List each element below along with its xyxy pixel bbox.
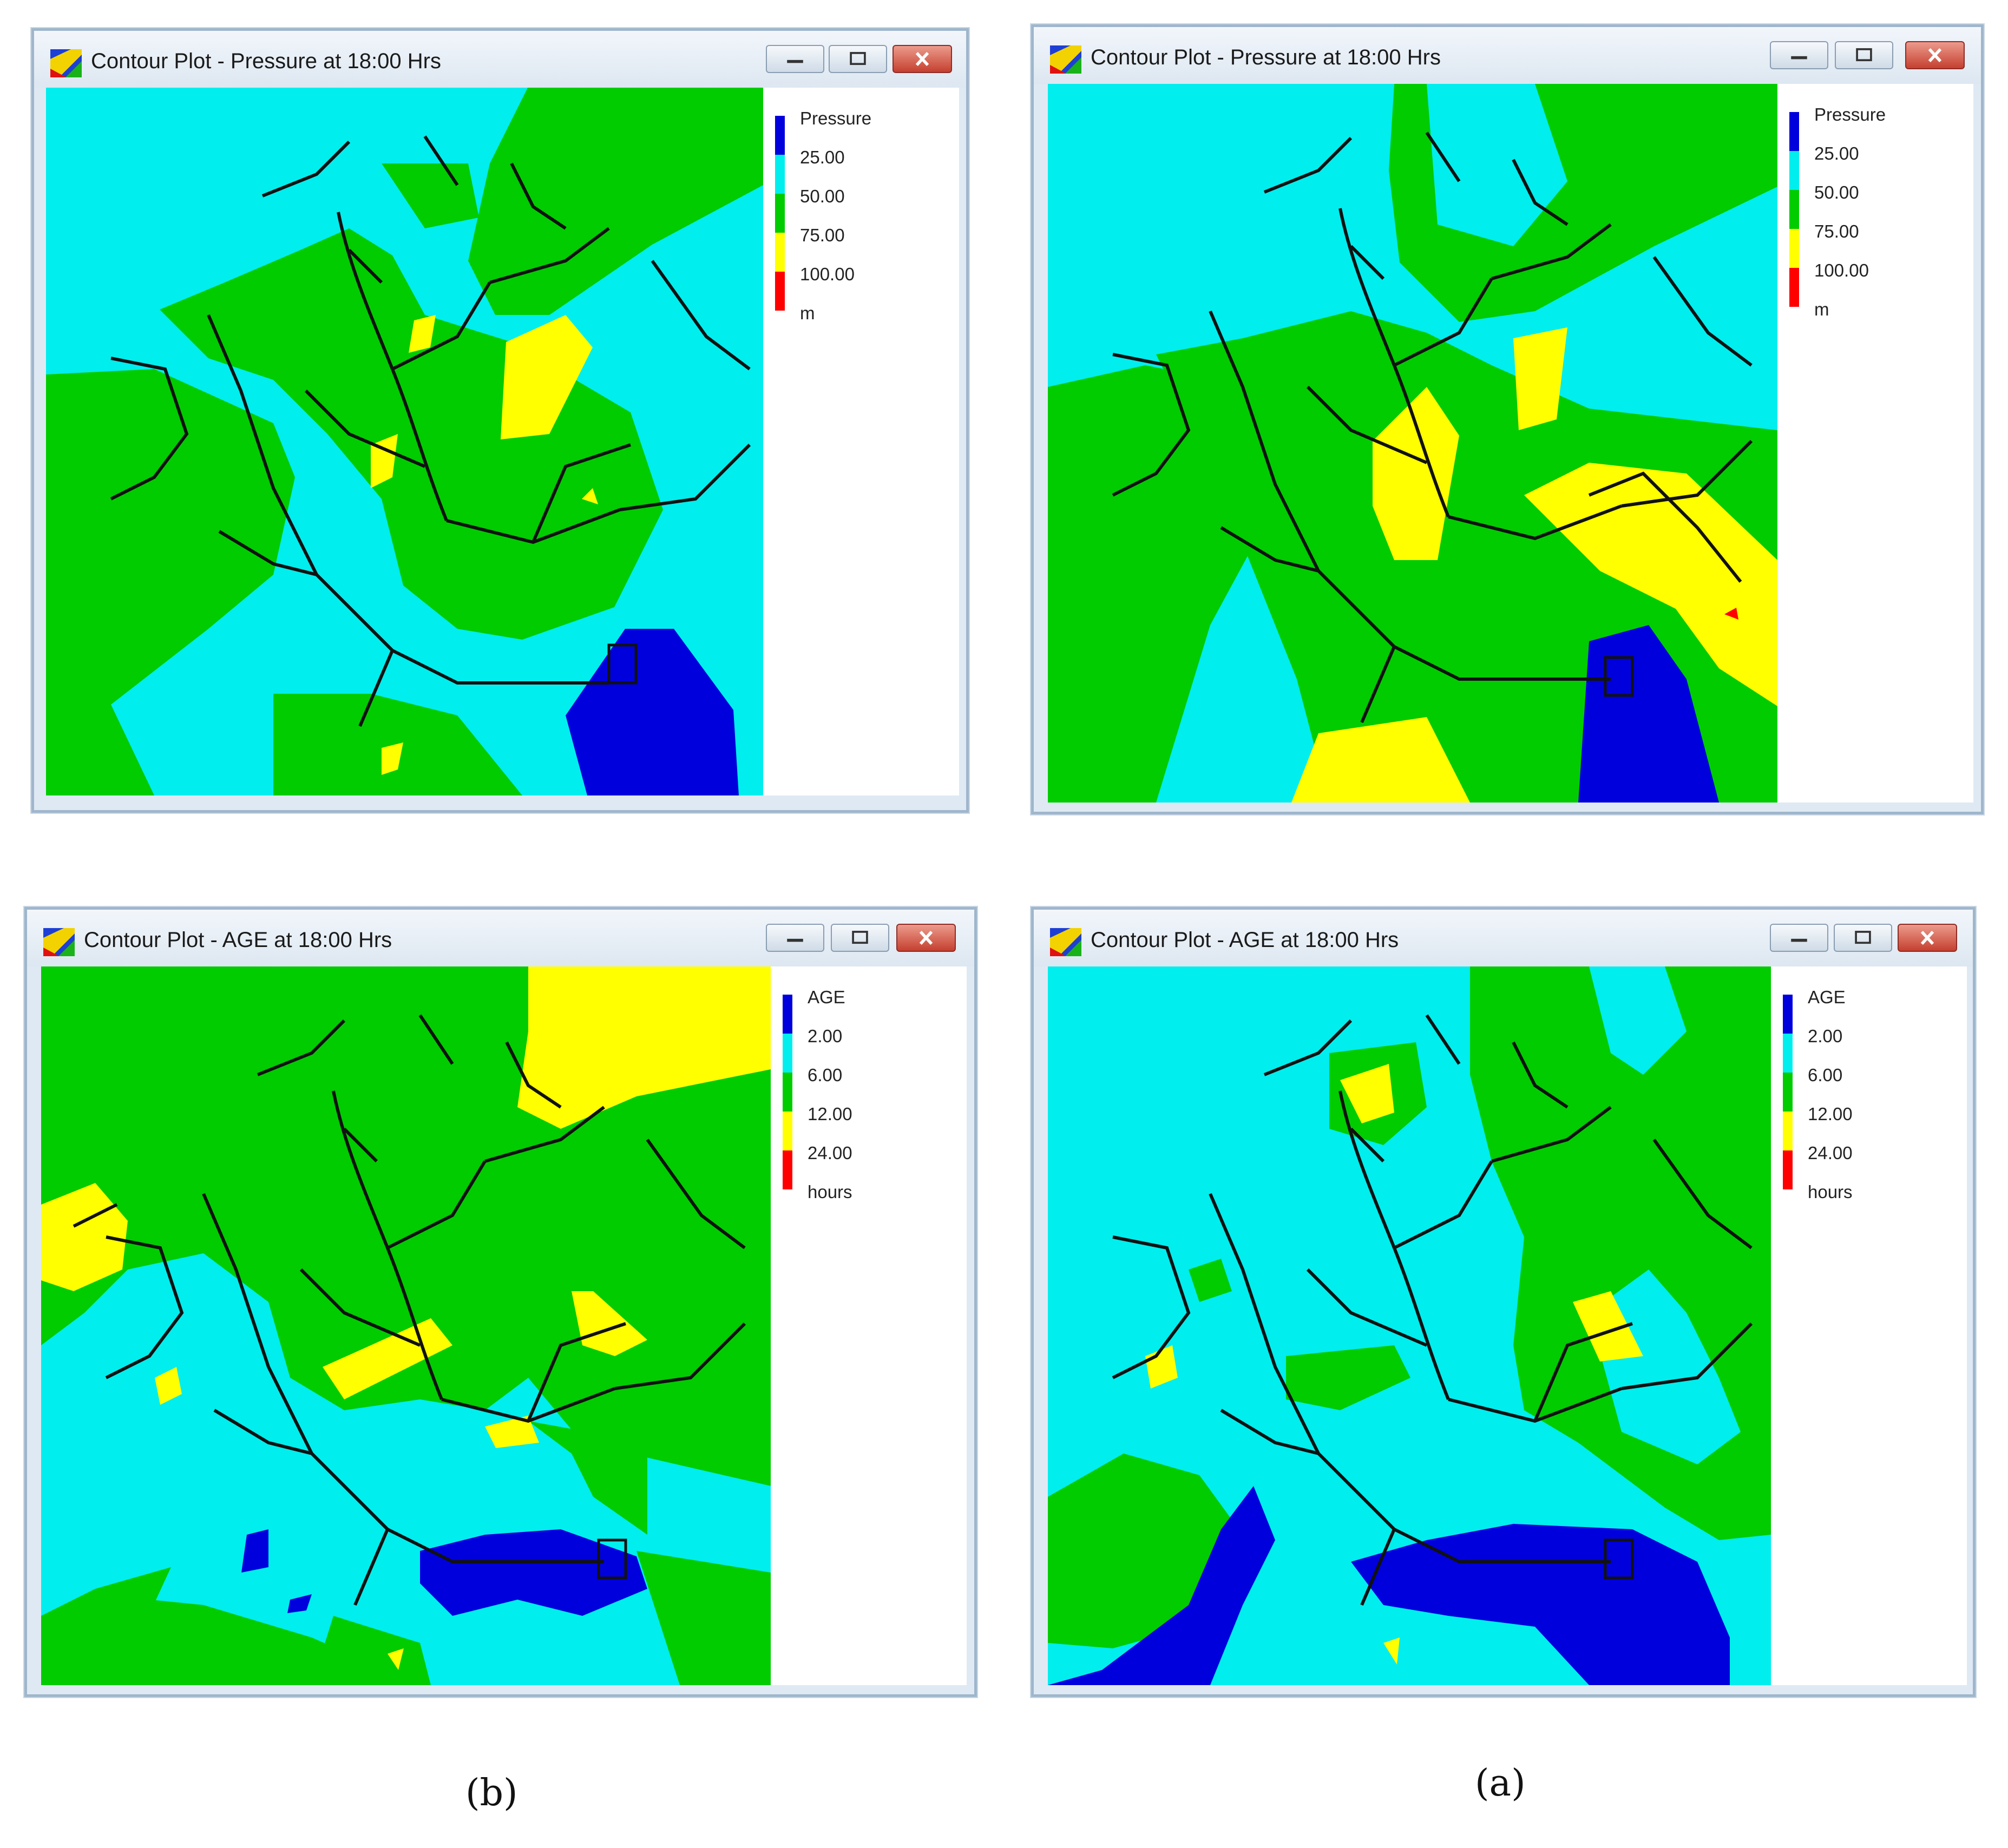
legend-value: 25.00 [800,147,845,167]
maximize-button[interactable] [1834,924,1892,952]
minimize-button[interactable] [1770,924,1828,952]
legend-value: 25.00 [1814,143,1859,163]
window-title: Contour Plot - Pressure at 18:00 Hrs [91,49,441,73]
legend-title: AGE [1808,987,1846,1007]
minimize-icon [787,60,803,63]
close-button[interactable] [896,924,956,952]
legend-value: 24.00 [1808,1143,1853,1163]
legend-value: 2.00 [1808,1026,1843,1046]
close-button[interactable] [893,45,952,73]
legend-swatch-4 [1789,229,1799,268]
legend-swatch-5 [1783,1150,1793,1189]
legend-title: Pressure [800,108,872,128]
restore-icon [852,931,868,944]
legend-value: 2.00 [808,1026,843,1046]
legend-value: 100.00 [800,264,855,284]
legend-unit: hours [808,1182,852,1202]
restore-icon [1855,931,1871,944]
title-bar[interactable]: Contour Plot - Pressure at 18:00 Hrs [1034,27,1981,84]
contour-window-age-b[interactable]: Contour Plot - AGE at 18:00 Hrs [24,907,977,1697]
legend-swatch-4 [783,1112,792,1150]
legend: Pressure 25.00 50.00 75.00 100.00 m [763,88,959,795]
legend-swatch-5 [1789,268,1799,307]
contour-window-pressure-b[interactable]: Contour Plot - Pressure at 18:00 Hrs Pre… [31,28,969,813]
caption-left: (b) [465,1772,518,1814]
window-title: Contour Plot - Pressure at 18:00 Hrs [1091,45,1441,69]
legend-swatch-3 [775,194,785,233]
legend-swatch-2 [783,1034,792,1073]
legend: Pressure 25.00 50.00 75.00 100.00 m [1777,84,1973,803]
legend: AGE 2.00 6.00 12.00 24.00 hours [771,966,967,1685]
legend-swatch-2 [1783,1034,1793,1073]
epanet-app-icon [43,928,75,956]
caption-right: (a) [1475,1762,1526,1805]
contour-window-age-a[interactable]: Contour Plot - AGE at 18:00 Hrs [1031,907,1976,1697]
title-bar[interactable]: Contour Plot - AGE at 18:00 Hrs [27,910,974,966]
maximize-button[interactable] [831,924,889,952]
legend-value: 100.00 [1814,260,1869,280]
legend-swatch-1 [1783,995,1793,1034]
close-icon [915,52,929,66]
legend-swatch-3 [1789,190,1799,229]
legend-swatch-3 [783,1073,792,1112]
legend-swatch-4 [775,233,785,272]
legend-value: 50.00 [800,186,845,206]
epanet-app-icon [1050,45,1081,74]
close-icon [1920,931,1934,945]
minimize-icon [1791,938,1807,942]
legend-swatch-1 [783,995,792,1034]
legend-swatch-4 [1783,1112,1793,1150]
legend-unit: m [800,303,815,323]
legend-swatch-1 [1789,112,1799,151]
minimize-icon [787,938,803,942]
minimize-button[interactable] [766,924,824,952]
legend-swatch-1 [775,116,785,155]
legend-value: 75.00 [1814,221,1859,241]
legend-value: 6.00 [1808,1065,1843,1085]
contour-map-svg [41,966,771,1685]
contour-map[interactable] [41,966,771,1685]
legend-value: 12.00 [1808,1104,1853,1124]
maximize-button[interactable] [829,45,887,73]
contour-map-svg [1048,966,1771,1685]
window-title: Contour Plot - AGE at 18:00 Hrs [84,928,392,952]
legend-value: 50.00 [1814,182,1859,202]
legend-value: 6.00 [808,1065,843,1085]
contour-map[interactable] [1048,84,1777,803]
contour-map-svg [1048,84,1777,803]
legend-swatch-2 [1789,151,1799,190]
maximize-button[interactable] [1835,41,1893,69]
close-icon [919,931,933,945]
minimize-button[interactable] [766,45,824,73]
legend-swatch-3 [1783,1073,1793,1112]
contour-map-svg [46,88,763,795]
legend-swatch-5 [783,1150,792,1189]
legend-value: 24.00 [808,1143,852,1163]
legend-unit: hours [1808,1182,1853,1202]
close-icon [1928,48,1942,62]
close-button[interactable] [1905,41,1965,69]
window-title: Contour Plot - AGE at 18:00 Hrs [1091,928,1399,952]
legend-title: AGE [808,987,845,1007]
title-bar[interactable]: Contour Plot - Pressure at 18:00 Hrs [34,31,966,88]
close-button[interactable] [1898,924,1957,952]
legend-value: 75.00 [800,225,845,245]
epanet-app-icon [1050,928,1081,956]
legend: AGE 2.00 6.00 12.00 24.00 hours [1771,966,1967,1685]
contour-map[interactable] [1048,966,1771,1685]
restore-icon [850,52,866,65]
minimize-button[interactable] [1770,41,1828,69]
contour-map[interactable] [46,88,763,795]
legend-title: Pressure [1814,104,1886,124]
epanet-app-icon [50,49,82,77]
contour-window-pressure-a[interactable]: Contour Plot - Pressure at 18:00 Hrs Pre… [1031,24,1984,814]
minimize-icon [1791,56,1807,60]
legend-unit: m [1814,299,1829,319]
legend-swatch-5 [775,272,785,311]
restore-icon [1856,48,1872,62]
legend-value: 12.00 [808,1104,852,1124]
legend-swatch-2 [775,155,785,194]
title-bar[interactable]: Contour Plot - AGE at 18:00 Hrs [1034,910,1973,966]
